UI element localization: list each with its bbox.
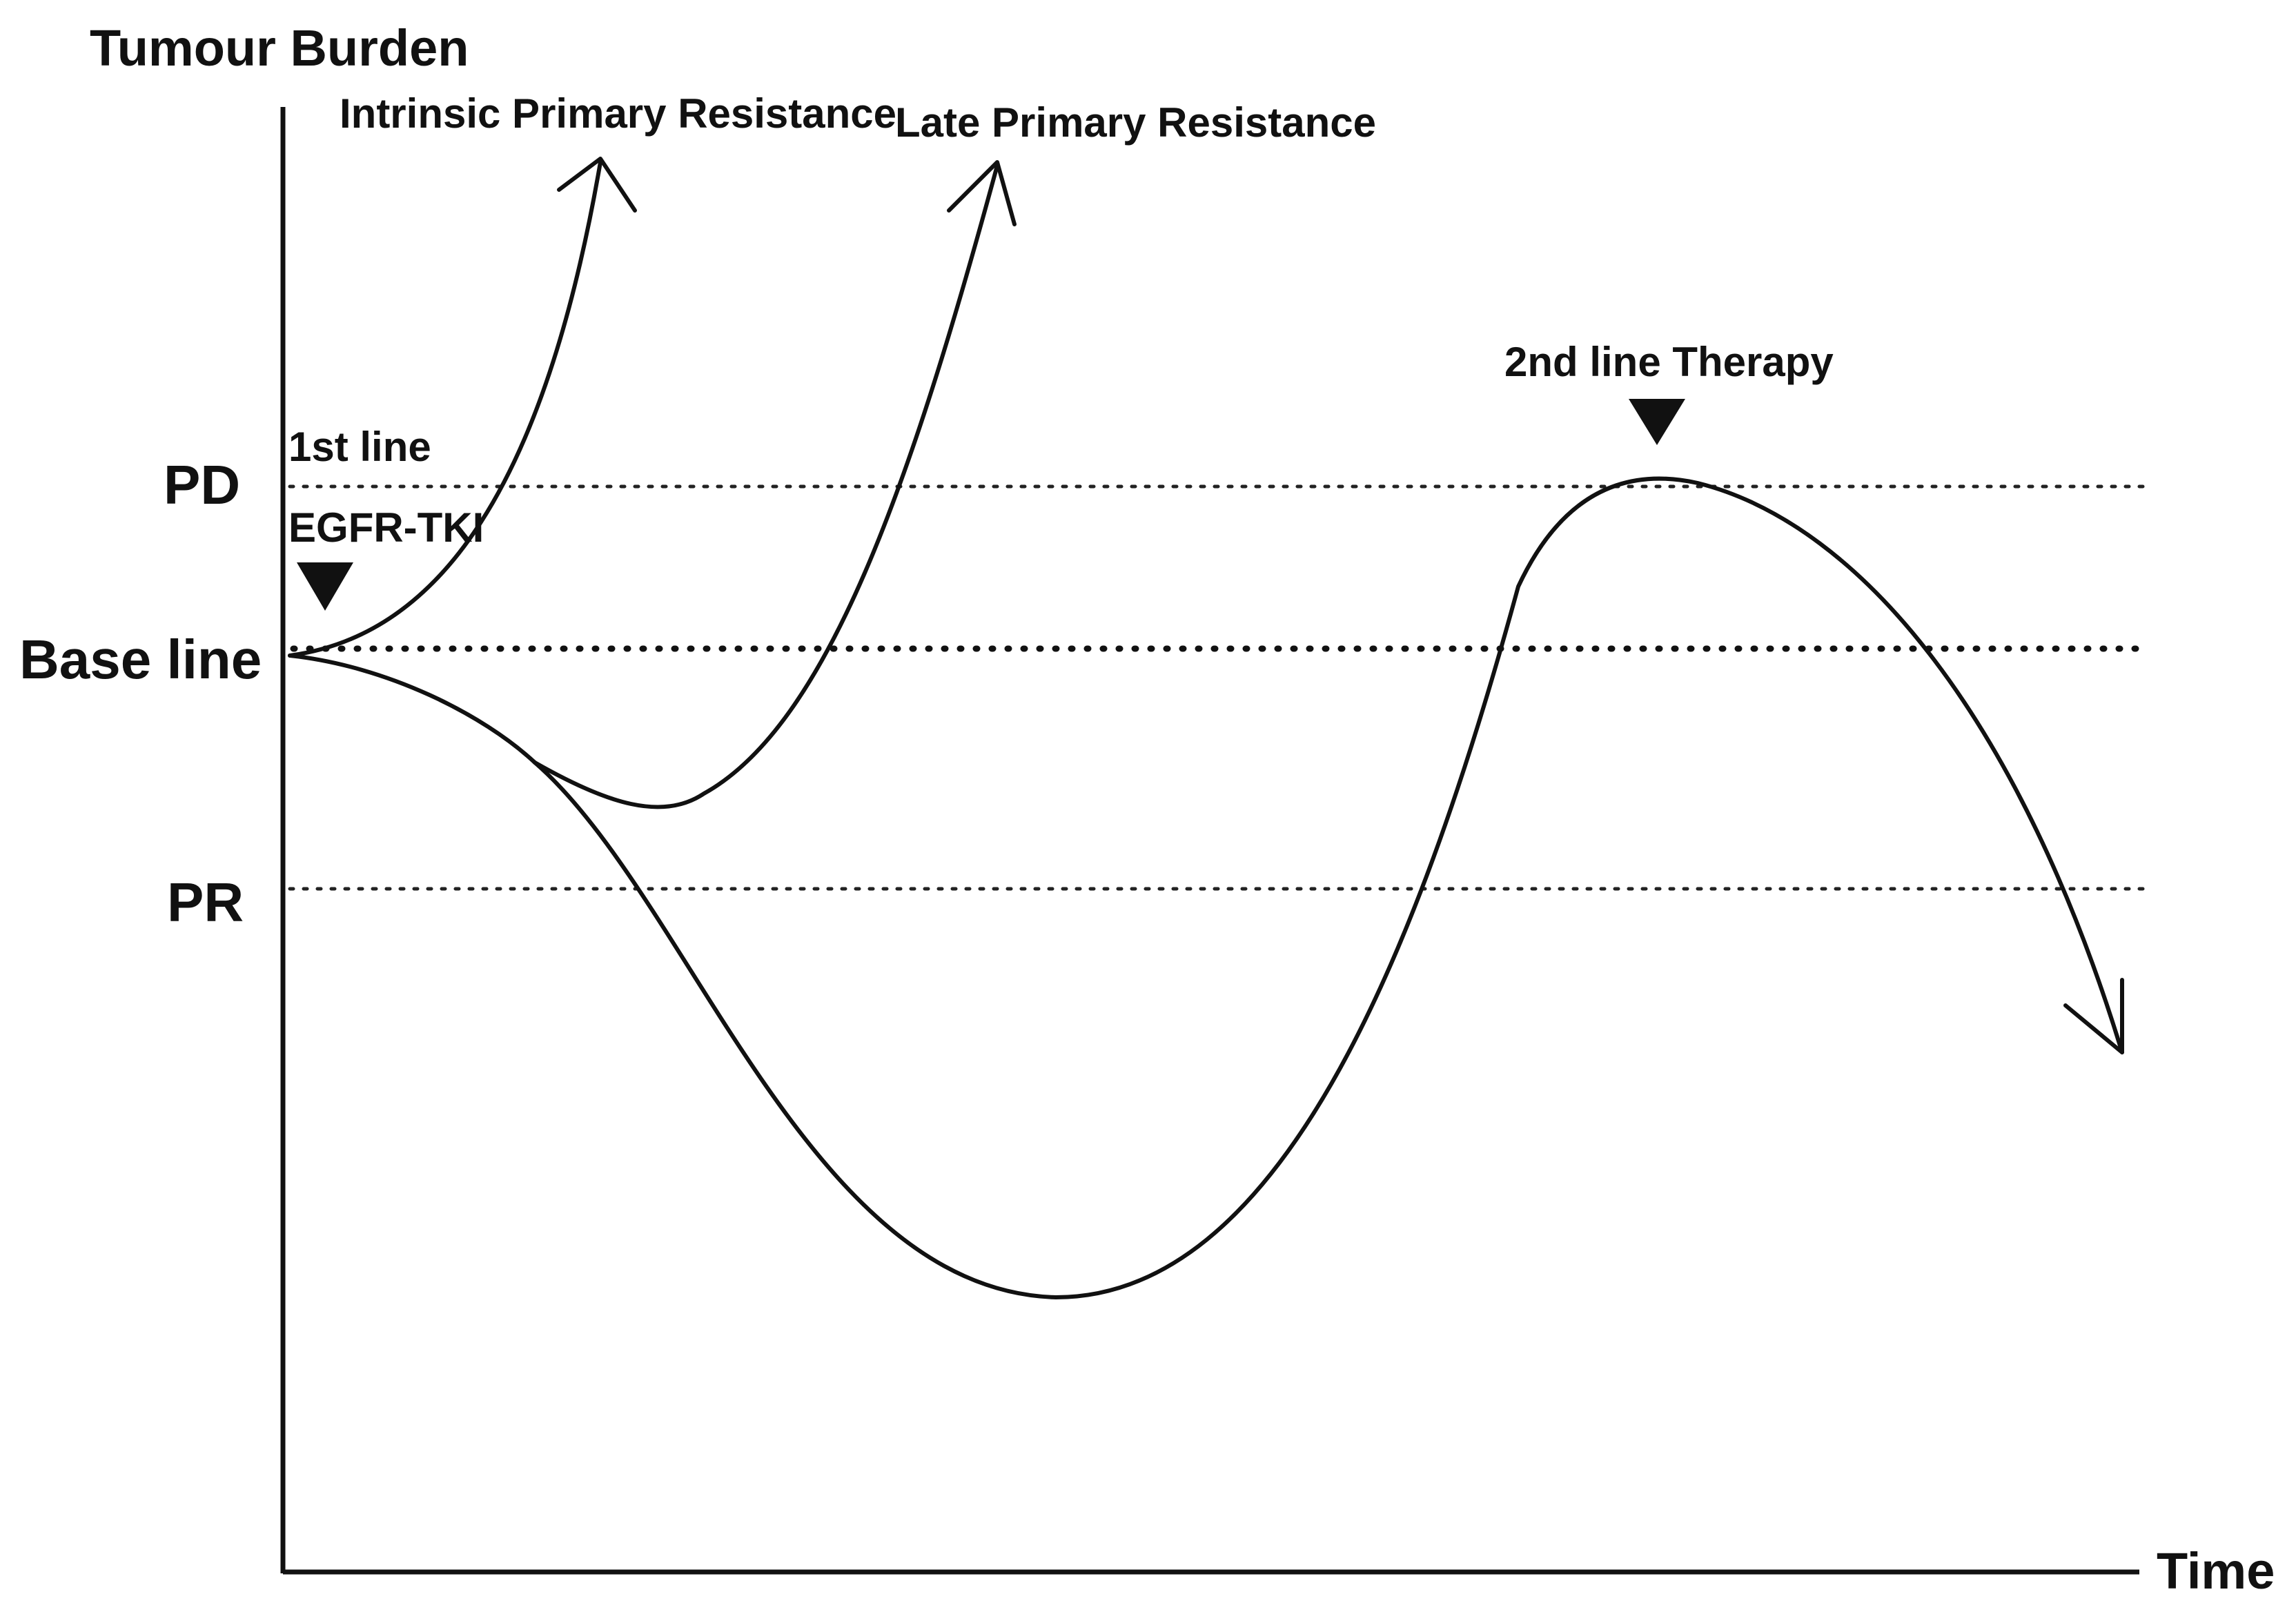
intrinsic-resistance-curve [288, 160, 602, 658]
second-line-marker [1629, 399, 1685, 445]
late-resistance-curve [533, 164, 999, 809]
treatment-response-curve [533, 476, 2124, 1299]
pd-label: PD [164, 454, 240, 515]
treatment-response-arrowhead [2063, 978, 2124, 1054]
late-resistance-label: Late Primary Resistance [895, 99, 1376, 146]
intrinsic-resistance-arrowhead [557, 157, 637, 213]
baseline-label: Base line [19, 629, 262, 690]
pr-label: PR [167, 872, 244, 933]
late-resistance-curve-decline [288, 653, 537, 765]
second-line-therapy-label: 2nd line Therapy [1504, 339, 1834, 385]
first-line-marker [297, 562, 353, 611]
intrinsic-resistance-label: Intrinsic Primary Resistance [340, 90, 896, 137]
late-resistance-arrowhead [947, 160, 1017, 226]
first-line-label: 1st line [288, 424, 431, 470]
x-axis-title: Time [2157, 1542, 2275, 1600]
y-axis-title: Tumour Burden [90, 19, 469, 77]
egfr-tki-label: EGFR-TKI [288, 504, 484, 551]
